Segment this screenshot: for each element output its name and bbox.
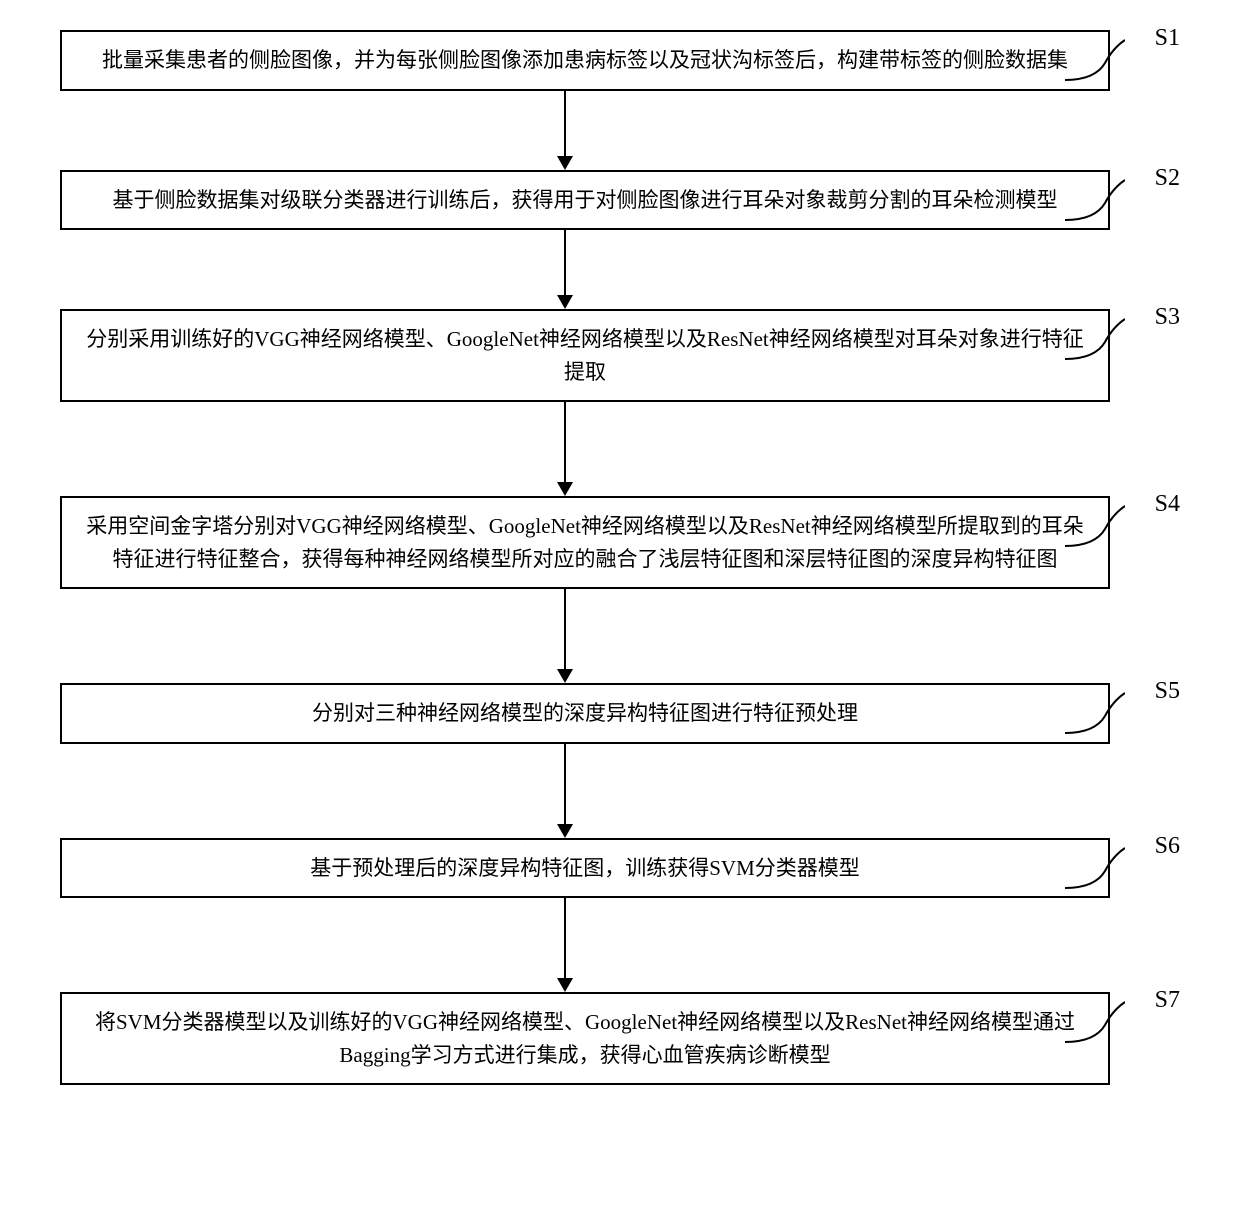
arrow-head-icon (557, 295, 573, 309)
step-label: S3 (1155, 304, 1180, 331)
step-box: 分别对三种神经网络模型的深度异构特征图进行特征预处理 (60, 683, 1110, 744)
step-label: S1 (1155, 25, 1180, 52)
arrow-connector (557, 589, 573, 683)
step-box: 批量采集患者的侧脸图像，并为每张侧脸图像添加患病标签以及冠状沟标签后，构建带标签… (60, 30, 1110, 91)
step-box: 基于侧脸数据集对级联分类器进行训练后，获得用于对侧脸图像进行耳朵对象裁剪分割的耳… (60, 170, 1110, 231)
label-connector-curve (1065, 691, 1125, 736)
step-label: S7 (1155, 987, 1180, 1014)
arrow-head-icon (557, 669, 573, 683)
step-box: 将SVM分类器模型以及训练好的VGG神经网络模型、GoogleNet神经网络模型… (60, 992, 1110, 1085)
arrow-head-icon (557, 824, 573, 838)
arrow-line (564, 402, 566, 482)
arrow-line (564, 589, 566, 669)
arrow-line (564, 230, 566, 295)
step-row: 将SVM分类器模型以及训练好的VGG神经网络模型、GoogleNet神经网络模型… (20, 992, 1220, 1085)
arrow-connector (557, 744, 573, 838)
step-row: 基于侧脸数据集对级联分类器进行训练后，获得用于对侧脸图像进行耳朵对象裁剪分割的耳… (20, 170, 1220, 231)
step-row: 批量采集患者的侧脸图像，并为每张侧脸图像添加患病标签以及冠状沟标签后，构建带标签… (20, 30, 1220, 91)
step-box: 分别采用训练好的VGG神经网络模型、GoogleNet神经网络模型以及ResNe… (60, 309, 1110, 402)
label-connector-curve (1065, 38, 1125, 83)
step-label: S5 (1155, 678, 1180, 705)
flowchart-container: 批量采集患者的侧脸图像，并为每张侧脸图像添加患病标签以及冠状沟标签后，构建带标签… (20, 30, 1220, 1085)
arrow-connector (557, 402, 573, 496)
label-connector-curve (1065, 846, 1125, 891)
arrow-line (564, 91, 566, 156)
step-row: 分别对三种神经网络模型的深度异构特征图进行特征预处理S5 (20, 683, 1220, 744)
step-box: 采用空间金字塔分别对VGG神经网络模型、GoogleNet神经网络模型以及Res… (60, 496, 1110, 589)
step-row: 采用空间金字塔分别对VGG神经网络模型、GoogleNet神经网络模型以及Res… (20, 496, 1220, 589)
label-connector-curve (1065, 1000, 1125, 1045)
label-connector-curve (1065, 317, 1125, 362)
step-box: 基于预处理后的深度异构特征图，训练获得SVM分类器模型 (60, 838, 1110, 899)
arrow-connector (557, 230, 573, 309)
arrow-head-icon (557, 978, 573, 992)
arrow-head-icon (557, 482, 573, 496)
step-label: S6 (1155, 833, 1180, 860)
label-connector-curve (1065, 178, 1125, 223)
arrow-line (564, 744, 566, 824)
arrow-line (564, 898, 566, 978)
step-label: S2 (1155, 165, 1180, 192)
arrow-connector (557, 91, 573, 170)
step-row: 基于预处理后的深度异构特征图，训练获得SVM分类器模型S6 (20, 838, 1220, 899)
step-row: 分别采用训练好的VGG神经网络模型、GoogleNet神经网络模型以及ResNe… (20, 309, 1220, 402)
arrow-connector (557, 898, 573, 992)
label-connector-curve (1065, 504, 1125, 549)
arrow-head-icon (557, 156, 573, 170)
step-label: S4 (1155, 491, 1180, 518)
